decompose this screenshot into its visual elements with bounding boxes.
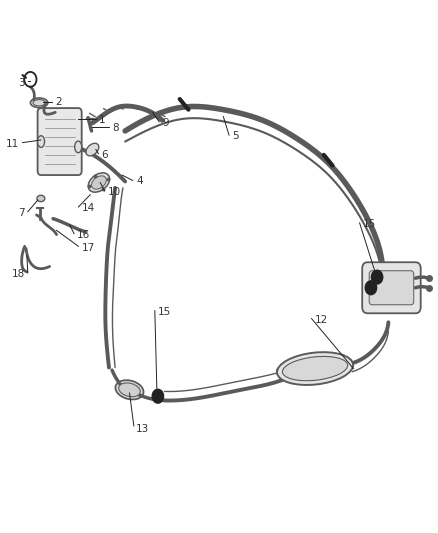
- Text: 4: 4: [136, 176, 143, 187]
- Text: 12: 12: [315, 314, 328, 325]
- Text: 14: 14: [81, 203, 95, 213]
- Ellipse shape: [75, 141, 81, 153]
- Text: 7: 7: [18, 208, 25, 219]
- Text: 10: 10: [108, 187, 121, 197]
- Text: 2: 2: [55, 96, 62, 107]
- Text: 9: 9: [162, 118, 169, 128]
- Text: 6: 6: [101, 150, 108, 160]
- Text: 15: 15: [363, 219, 376, 229]
- Ellipse shape: [86, 143, 99, 156]
- Ellipse shape: [92, 176, 106, 189]
- Text: 11: 11: [6, 139, 19, 149]
- Ellipse shape: [277, 352, 353, 385]
- FancyBboxPatch shape: [38, 108, 81, 175]
- Text: 8: 8: [112, 123, 119, 133]
- Text: 18: 18: [11, 270, 25, 279]
- Ellipse shape: [33, 100, 45, 106]
- Ellipse shape: [38, 136, 45, 148]
- Ellipse shape: [119, 383, 140, 397]
- Ellipse shape: [116, 380, 144, 399]
- Text: 13: 13: [136, 424, 149, 434]
- Text: 17: 17: [81, 243, 95, 253]
- Ellipse shape: [283, 357, 348, 381]
- Text: 16: 16: [77, 230, 90, 240]
- Ellipse shape: [37, 195, 45, 201]
- Text: 15: 15: [158, 306, 171, 317]
- Ellipse shape: [88, 173, 110, 192]
- Text: 1: 1: [99, 115, 106, 125]
- FancyBboxPatch shape: [369, 271, 414, 305]
- Text: 5: 5: [232, 131, 239, 141]
- Ellipse shape: [30, 98, 48, 108]
- Circle shape: [365, 281, 377, 295]
- Text: 3: 3: [18, 78, 25, 88]
- Circle shape: [371, 270, 383, 284]
- Circle shape: [152, 389, 163, 403]
- FancyBboxPatch shape: [362, 262, 421, 313]
